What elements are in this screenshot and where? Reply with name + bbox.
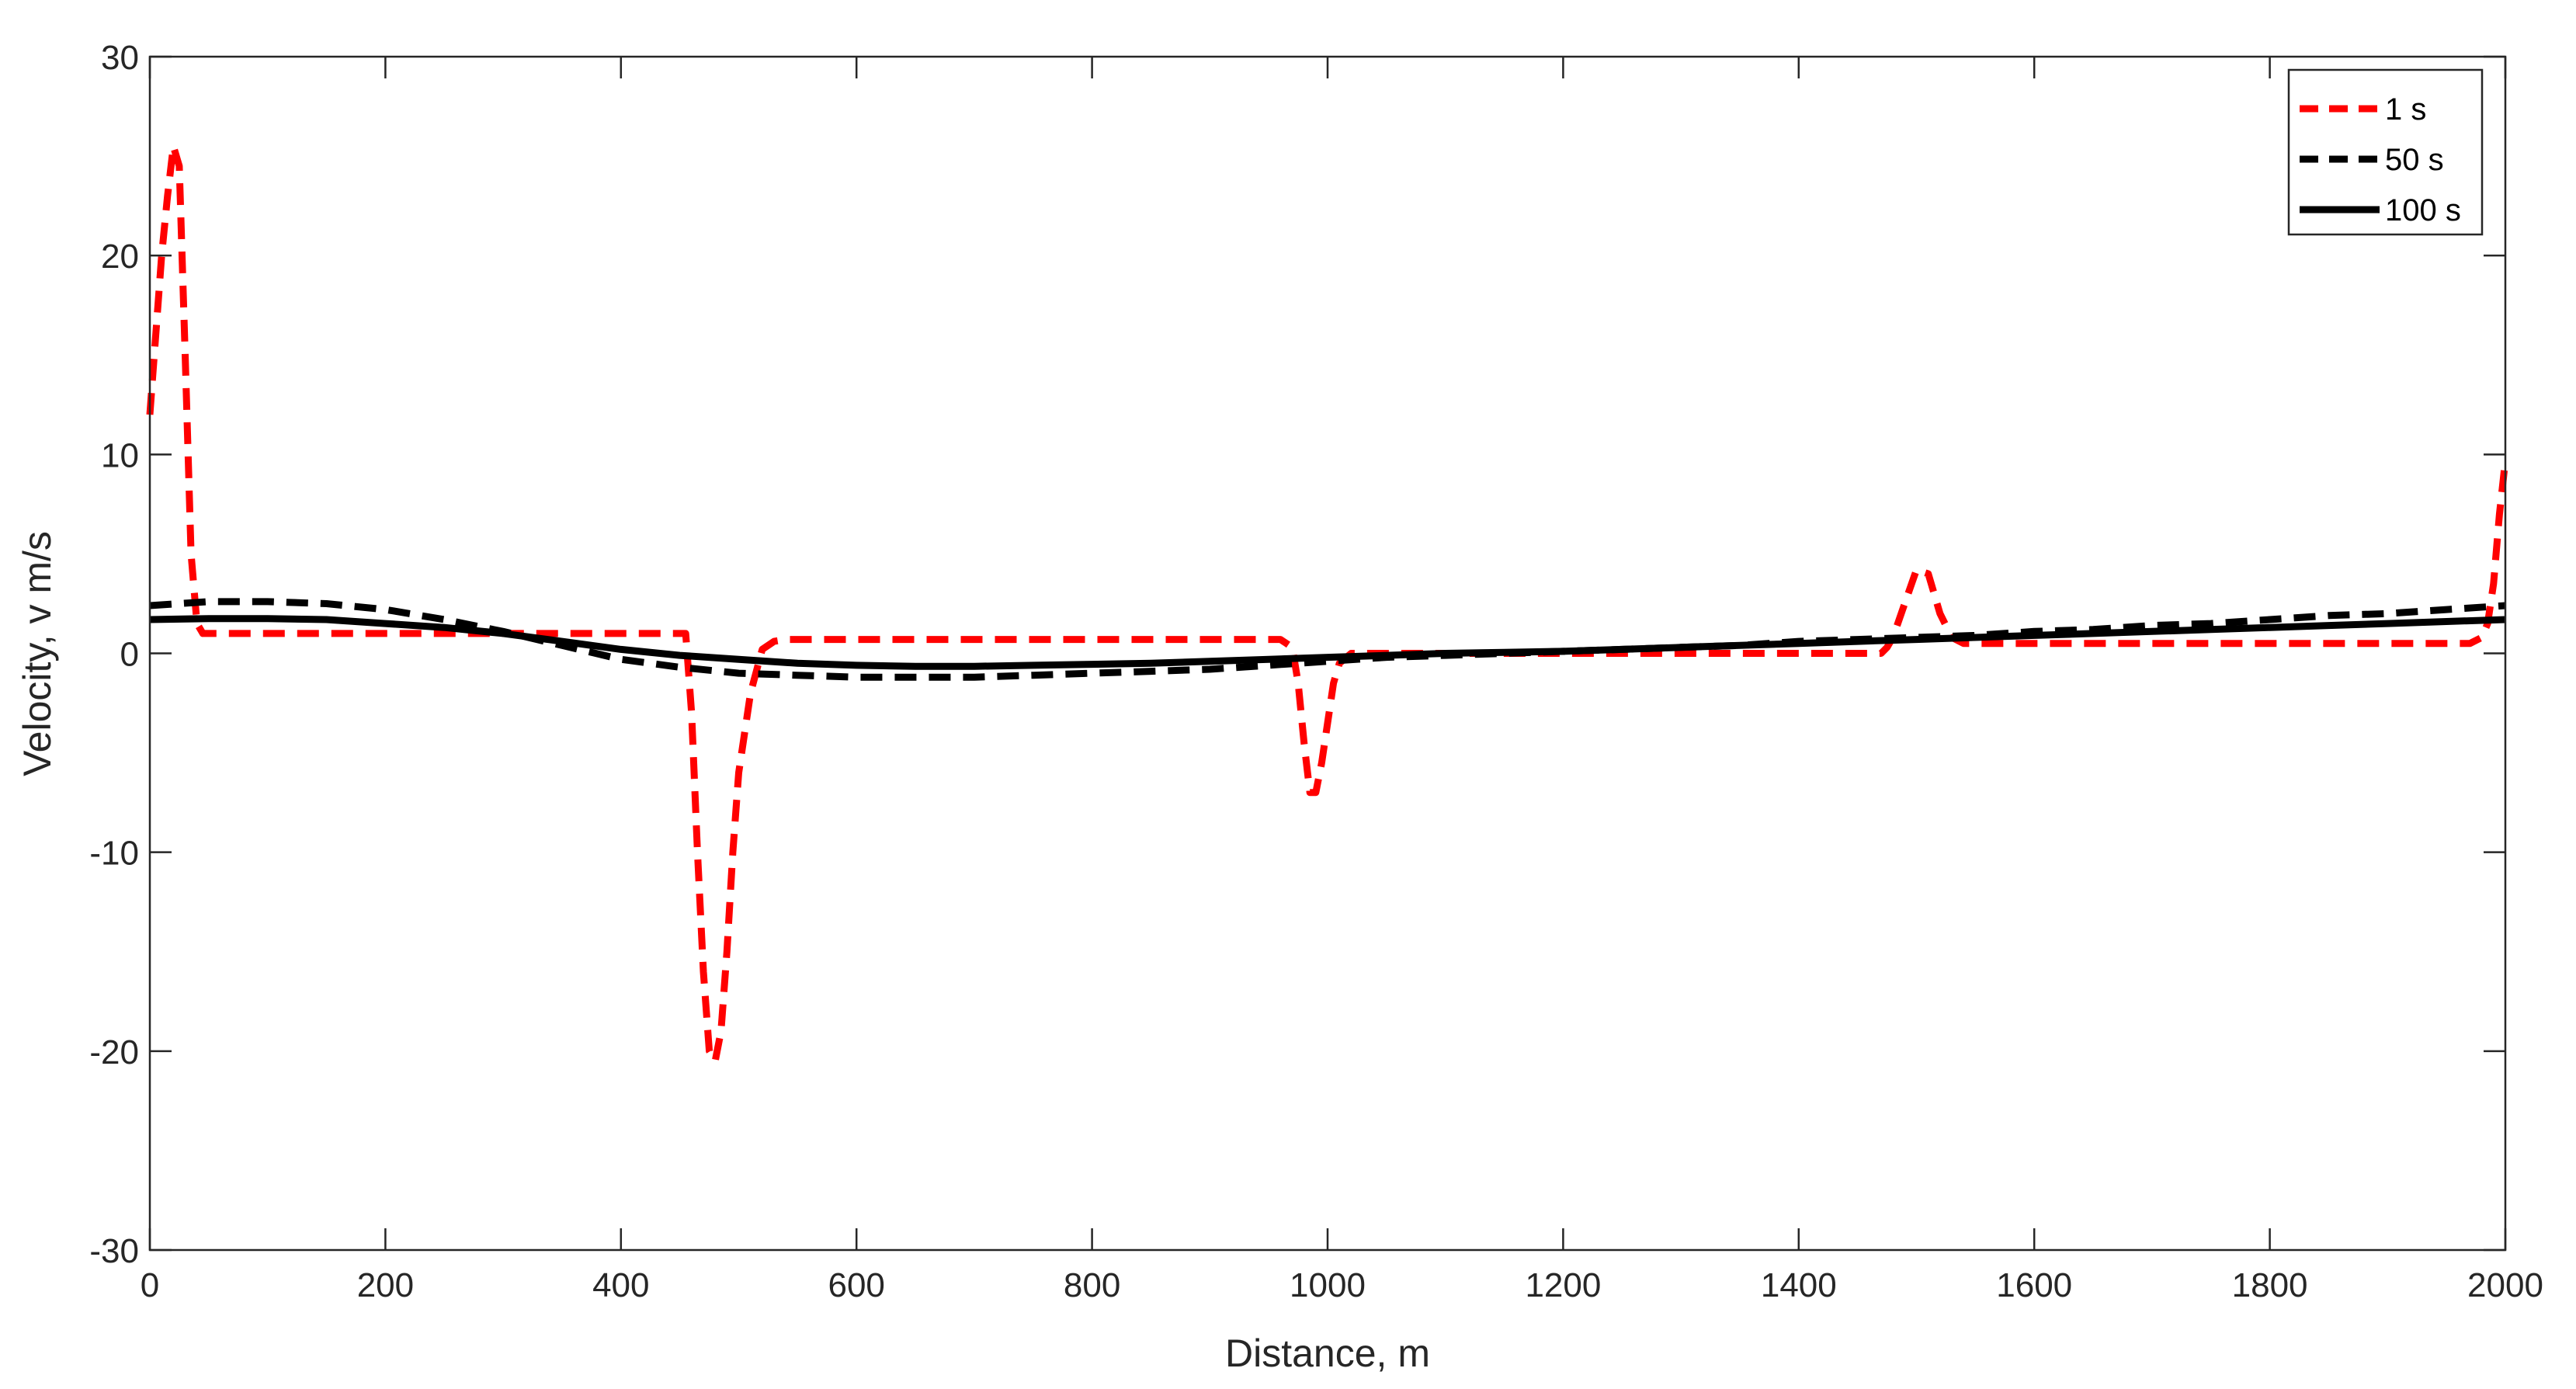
y-axis-title: Velocity, v m/s xyxy=(16,531,59,776)
x-tick-label: 400 xyxy=(592,1266,649,1304)
x-tick-label: 200 xyxy=(357,1266,414,1304)
y-tick-label: -10 xyxy=(89,835,139,873)
legend-label-100s: 100 s xyxy=(2385,193,2461,227)
legend-label-50s: 50 s xyxy=(2385,143,2444,177)
x-tick-label: 600 xyxy=(828,1266,884,1304)
y-tick-label: -30 xyxy=(89,1232,139,1270)
x-tick-label: 800 xyxy=(1064,1266,1120,1304)
series-layer xyxy=(146,142,2509,1065)
x-tick-label: 0 xyxy=(141,1266,159,1304)
series-100s-line xyxy=(149,615,2506,670)
x-tick-label: 2000 xyxy=(2467,1266,2543,1304)
y-tick-label: 30 xyxy=(101,39,139,77)
y-tick-label: 10 xyxy=(101,436,139,474)
legend: 1 s 50 s 100 s xyxy=(2287,68,2484,236)
x-tick-label: 1800 xyxy=(2232,1266,2308,1304)
x-axis: 0 200 400 600 800 1000 1200 1400 1600 1800 2000 xyxy=(141,57,2543,1304)
x-tick-label: 1000 xyxy=(1290,1266,1366,1304)
y-tick-label: -20 xyxy=(89,1033,139,1071)
y-tick-label: 20 xyxy=(101,238,139,276)
y-axis: -30 -20 -10 0 10 20 30 xyxy=(89,39,2505,1270)
x-tick-label: 1400 xyxy=(1761,1266,1837,1304)
x-tick-label: 1200 xyxy=(1525,1266,1601,1304)
legend-label-1s: 1 s xyxy=(2385,92,2426,127)
x-axis-title: Distance, m xyxy=(1225,1332,1430,1375)
plot-area xyxy=(150,57,2505,1250)
x-tick-label: 1600 xyxy=(1996,1266,2072,1304)
y-tick-label: 0 xyxy=(120,636,139,674)
